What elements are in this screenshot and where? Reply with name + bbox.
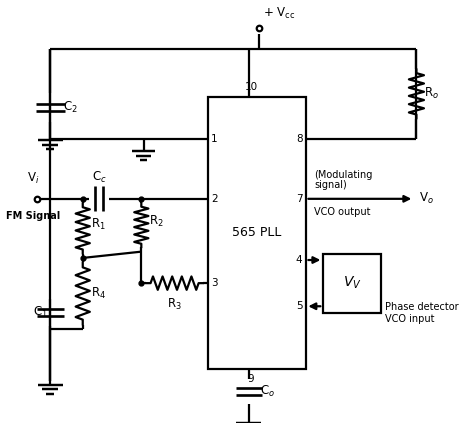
Text: 4: 4 <box>296 255 302 265</box>
Bar <box>208 97 306 369</box>
Text: VCO output: VCO output <box>314 207 371 217</box>
Text: R$_o$: R$_o$ <box>424 86 439 101</box>
Text: R$_1$: R$_1$ <box>91 217 106 232</box>
Text: 7: 7 <box>296 194 302 204</box>
Text: 10: 10 <box>245 82 258 92</box>
Text: R$_2$: R$_2$ <box>149 213 164 229</box>
Text: C$_c$: C$_c$ <box>92 170 107 185</box>
Text: 8: 8 <box>296 134 302 144</box>
Text: Phase detector
VCO input: Phase detector VCO input <box>385 302 459 324</box>
Text: 9: 9 <box>248 374 255 384</box>
Text: FM Signal: FM Signal <box>6 210 61 221</box>
Text: V$_i$: V$_i$ <box>27 171 40 186</box>
Text: R$_3$: R$_3$ <box>167 296 182 312</box>
Text: signal): signal) <box>314 181 347 190</box>
Text: 5: 5 <box>296 301 302 311</box>
Bar <box>323 254 381 313</box>
Text: R$_4$: R$_4$ <box>91 286 106 301</box>
Text: C$_1$: C$_1$ <box>33 305 48 320</box>
Text: 2: 2 <box>211 194 218 204</box>
Text: 565 PLL: 565 PLL <box>232 226 282 239</box>
Text: C$_o$: C$_o$ <box>260 384 275 400</box>
Text: V$_o$: V$_o$ <box>419 191 434 206</box>
Text: + V$_{\mathregular{cc}}$: + V$_{\mathregular{cc}}$ <box>264 6 296 21</box>
Text: C$_2$: C$_2$ <box>63 100 78 115</box>
Text: $V_V$: $V_V$ <box>343 275 362 291</box>
Text: 1: 1 <box>211 134 218 144</box>
Text: (Modulating: (Modulating <box>314 170 373 180</box>
Text: 3: 3 <box>211 278 218 288</box>
